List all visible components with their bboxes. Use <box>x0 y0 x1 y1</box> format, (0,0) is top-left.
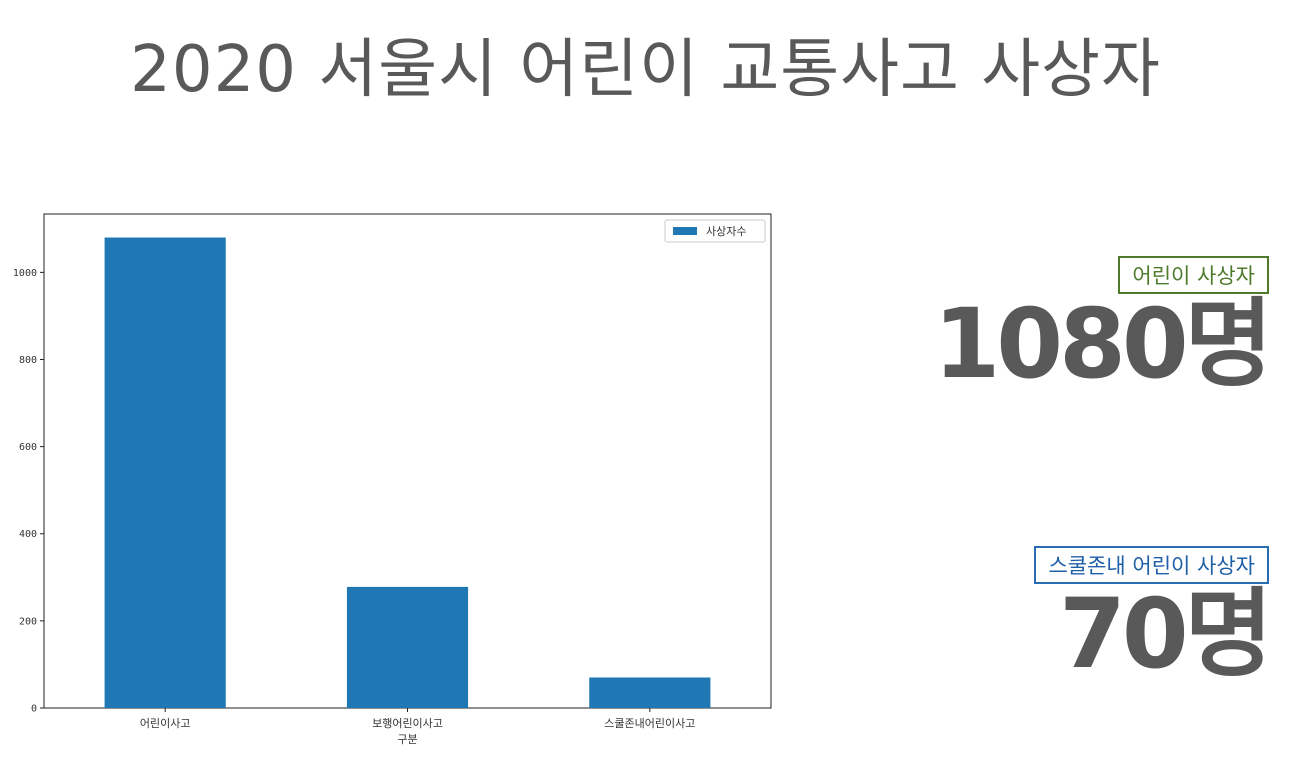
bar <box>104 237 226 708</box>
x-tick-label: 스쿨존내어린이사고 <box>604 717 695 730</box>
y-tick-label: 600 <box>19 442 37 453</box>
y-tick-label: 800 <box>19 355 37 366</box>
stat-value-children: 1080명 <box>933 288 1273 400</box>
stat-label-schoolzone: 스쿨존내 어린이 사상자 <box>1034 546 1269 584</box>
legend-swatch <box>673 227 697 235</box>
stat-children-casualties: 어린이 사상자 1080명 <box>933 256 1273 400</box>
stat-label-children: 어린이 사상자 <box>1118 256 1269 294</box>
y-tick-label: 200 <box>19 616 37 627</box>
bar-chart: 0 200 400 600 800 1000 어린이사고 보행어린이사고 스쿨존내어린이사고구분… <box>13 213 772 746</box>
legend-box <box>664 219 766 243</box>
legend-label: 사상자수 <box>706 225 746 238</box>
stat-schoolzone-casualties: 스쿨존내 어린이 사상자 70명 <box>1034 546 1273 690</box>
x-tick-label: 어린이사고 <box>140 717 191 730</box>
y-tick-label: 1000 <box>13 268 37 279</box>
y-tick-label: 400 <box>19 529 37 540</box>
bar <box>589 677 711 708</box>
page-title: 2020 서울시 어린이 교통사고 사상자 <box>130 33 1161 107</box>
stat-value-schoolzone: 70명 <box>1059 578 1273 690</box>
x-axis-label: 구분 <box>397 733 417 746</box>
x-tick-label: 보행어린이사고 <box>372 717 443 730</box>
y-tick-label: 0 <box>31 704 37 715</box>
bar <box>346 586 469 708</box>
